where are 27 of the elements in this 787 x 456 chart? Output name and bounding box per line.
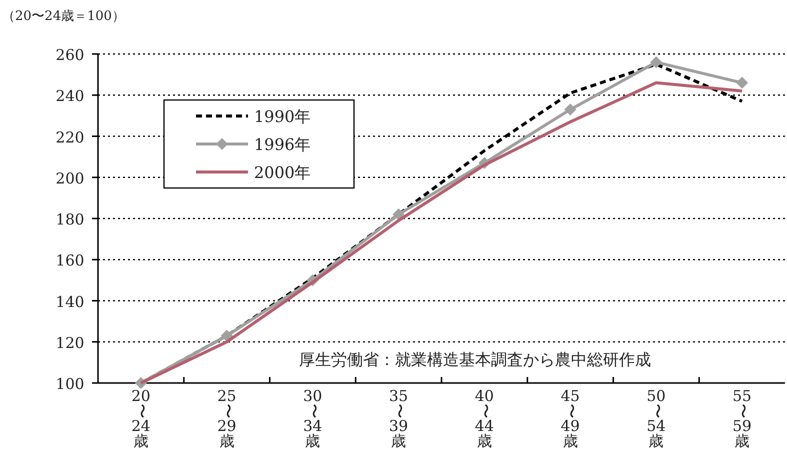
x-tick-label: 25〜29歳	[217, 387, 237, 450]
annotation: 厚生労働省：就業構造基本調査から農中総研作成	[299, 350, 651, 369]
point	[736, 76, 748, 89]
y-tick-label: 200	[56, 169, 84, 188]
y-tick-label: 180	[56, 210, 84, 228]
legend-label: 1990年	[254, 107, 311, 126]
y-tick-label: 140	[56, 292, 84, 311]
y-tick-label: 260	[56, 46, 84, 64]
point	[564, 104, 576, 116]
legend-label: 1996年	[254, 135, 311, 154]
y-tick-label: 240	[56, 87, 84, 106]
y-tick-label: 160	[56, 252, 84, 270]
x-tick-label: 20〜24歳	[131, 387, 152, 450]
legend-label: 2000年	[254, 163, 311, 182]
y-tick-label: 100	[56, 375, 84, 393]
y-tick-label: 120	[56, 334, 84, 352]
x-tick-label: 40〜44歳	[474, 387, 495, 450]
x-tick-label: 55〜59歳	[732, 387, 752, 450]
point	[392, 208, 405, 220]
point	[650, 56, 662, 68]
x-tick-label: 50〜54歳	[646, 387, 666, 450]
x-tick-label: 35〜39歳	[389, 387, 409, 450]
y-tick-label: 220	[56, 128, 84, 146]
point	[220, 330, 233, 342]
y-axis-title: （20〜24歳＝100）	[2, 9, 125, 24]
x-tick-label: 30〜34歳	[303, 387, 323, 450]
x-tick-label: 45〜49歳	[560, 387, 580, 450]
